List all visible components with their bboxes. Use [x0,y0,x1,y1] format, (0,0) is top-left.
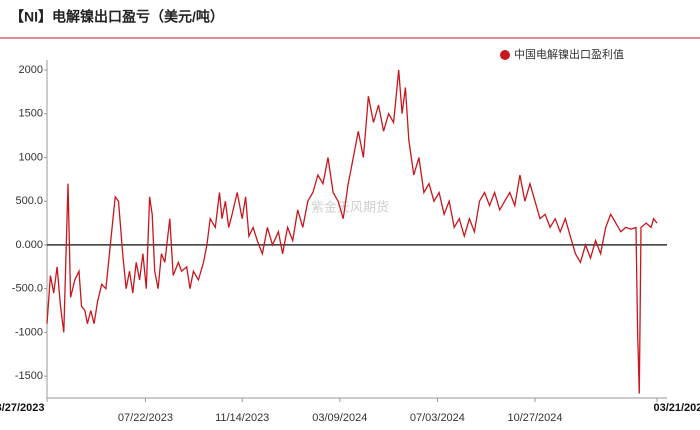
x-tick-label: 03/21/2025 [653,402,700,414]
y-tick-label: -1500 [15,370,43,382]
chart-title: 【NI】电解镍出口盈亏（美元/吨） [10,9,224,25]
legend-marker [500,50,510,60]
y-tick-label: 2000 [19,64,43,76]
y-tick-label: 0.000 [15,239,43,251]
y-tick-label: 500.0 [15,195,43,207]
y-tick-label: 1000 [19,151,43,163]
x-tick-label: 03/09/2024 [312,412,367,424]
watermark: 紫金天风期货 [311,199,389,214]
y-tick-label: -500.0 [12,283,43,295]
x-tick-label: 03/27/2023 [0,402,45,414]
legend-label: 中国电解镍出口盈利值 [514,47,624,61]
x-tick-label: 07/03/2024 [410,412,465,424]
y-tick-label: -1000 [15,326,43,338]
x-tick-label: 10/27/2024 [507,412,562,424]
x-tick-label: 07/22/2023 [118,412,173,424]
series-line [46,69,658,394]
y-tick-label: 1500 [19,108,43,120]
x-tick-label: 11/14/2023 [215,412,269,424]
